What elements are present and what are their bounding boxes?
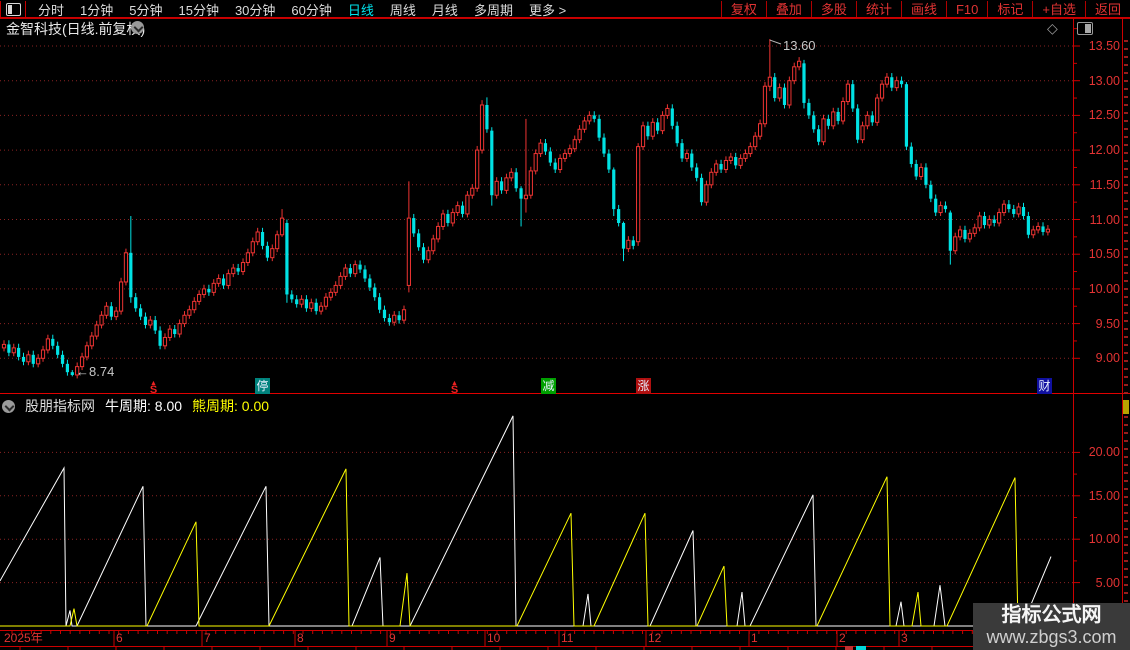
page-title: 金智科技(日线.前复权) — [6, 21, 146, 37]
marker-caret-icon: ▲ — [150, 380, 157, 387]
date-label: 1 — [751, 631, 758, 645]
price-label: 12.50 — [1088, 108, 1120, 123]
next-panel-sliver — [856, 646, 866, 650]
period-tab-30分钟[interactable]: 30分钟 — [234, 2, 276, 18]
date-label: 2025年 — [4, 631, 43, 645]
indicator-value-label: 15.00 — [1088, 488, 1120, 503]
price-label: 10.50 — [1088, 247, 1120, 262]
price-label: 9.00 — [1095, 351, 1120, 366]
action-button-画线[interactable]: 画线 — [900, 0, 946, 18]
action-button-统计[interactable]: 统计 — [855, 0, 901, 18]
event-badge-涨[interactable]: 涨 — [636, 378, 651, 394]
watermark-url: www.zbgs3.com — [986, 627, 1117, 647]
date-label: 2 — [839, 631, 846, 645]
period-tab-60分钟[interactable]: 60分钟 — [291, 2, 332, 18]
indicator-value-label: 5.00 — [1095, 575, 1120, 590]
period-tab-15分钟[interactable]: 15分钟 — [178, 2, 219, 18]
next-panel-sliver — [845, 646, 853, 650]
indicator-value-label: 20.00 — [1088, 445, 1120, 460]
date-label: 12 — [648, 631, 662, 645]
date-label: 9 — [389, 631, 396, 645]
event-badge-停[interactable]: 停 — [255, 378, 270, 394]
panel-right-icon[interactable] — [1077, 22, 1093, 35]
ex-rights-marker[interactable]: ▲ S — [146, 378, 161, 396]
action-button-复权[interactable]: 复权 — [720, 0, 766, 18]
period-tab-分时[interactable]: 分时 — [38, 2, 65, 18]
action-button-标记[interactable]: 标记 — [987, 0, 1032, 18]
price-label: 12.00 — [1088, 143, 1120, 158]
marker-caret-icon: ▲ — [451, 380, 458, 387]
price-label: 9.50 — [1095, 316, 1120, 331]
action-buttons: 复权 叠加 多股 统计 画线 F10 标记 +自选 返回 — [720, 0, 1130, 18]
date-label: 7 — [204, 631, 211, 645]
period-tab-周线[interactable]: 周线 — [389, 2, 416, 18]
period-tabs: 分时 1分钟 5分钟 15分钟 30分钟 60分钟 日线 周线 月线 多周期 更多 > — [26, 0, 721, 19]
date-label: 10 — [487, 631, 501, 645]
price-label: 11.00 — [1089, 212, 1120, 227]
date-label: 11 — [561, 631, 574, 645]
period-tab-1分钟[interactable]: 1分钟 — [80, 2, 114, 18]
window-layout-button[interactable] — [0, 0, 26, 18]
action-button-叠加[interactable]: 叠加 — [765, 0, 811, 18]
watermark: 指标公式网 www.zbgs3.com — [973, 603, 1130, 650]
panel-left-icon — [5, 2, 21, 16]
chevron-down-icon[interactable] — [131, 21, 144, 34]
ex-rights-marker[interactable]: ▲ S — [447, 378, 462, 396]
period-tab-多周期[interactable]: 多周期 — [473, 2, 513, 18]
price-label: 13.00 — [1088, 73, 1120, 88]
period-tab-5分钟[interactable]: 5分钟 — [129, 2, 163, 18]
action-button-F10[interactable]: F10 — [945, 0, 987, 18]
indicator-value-label: 10.00 — [1088, 532, 1120, 547]
indicator-header: 股朋指标网 牛周期: 8.00 熊周期: 0.00 — [2, 396, 269, 416]
marker-letter: S — [450, 384, 459, 396]
action-button-+自选[interactable]: +自选 — [1032, 0, 1085, 18]
bull-cycle-value: 牛周期: 8.00 — [105, 398, 183, 414]
date-label: 3 — [901, 631, 908, 645]
collapse-indicator-icon[interactable] — [2, 399, 15, 413]
event-badge-减[interactable]: 减 — [541, 378, 556, 394]
date-label: 6 — [116, 631, 123, 645]
period-tab-月线[interactable]: 月线 — [431, 2, 458, 18]
event-badge-财[interactable]: 财 — [1037, 378, 1052, 394]
action-button-返回[interactable]: 返回 — [1084, 0, 1130, 18]
low-price-annotation: ←8.74 — [76, 364, 115, 379]
high-price-annotation: 13.60 — [783, 38, 816, 53]
title-row: 金智科技(日线.前复权) ◇ — [0, 19, 1130, 37]
period-tab-日线[interactable]: 日线 — [347, 2, 374, 18]
price-label: 11.50 — [1089, 177, 1120, 192]
period-toolbar: 分时 1分钟 5分钟 15分钟 30分钟 60分钟 日线 周线 月线 多周期 更多 > 复权 叠加 多股… — [0, 0, 1130, 19]
diamond-icon[interactable]: ◇ — [1047, 20, 1058, 36]
period-tab-更多 >[interactable]: 更多 > — [528, 2, 567, 18]
date-label: 8 — [297, 631, 304, 645]
indicator-source-label: 股朋指标网 — [25, 398, 95, 414]
price-label: 10.00 — [1088, 281, 1120, 296]
action-button-多股[interactable]: 多股 — [810, 0, 856, 18]
edge-sliver — [1124, 40, 1128, 640]
bear-cycle-value: 熊周期: 0.00 — [192, 398, 270, 414]
marker-letter: S — [149, 384, 158, 396]
watermark-site-name: 指标公式网 — [1001, 604, 1102, 626]
price-label: 13.50 — [1088, 39, 1120, 53]
edge-sliver-chip — [1123, 400, 1129, 414]
